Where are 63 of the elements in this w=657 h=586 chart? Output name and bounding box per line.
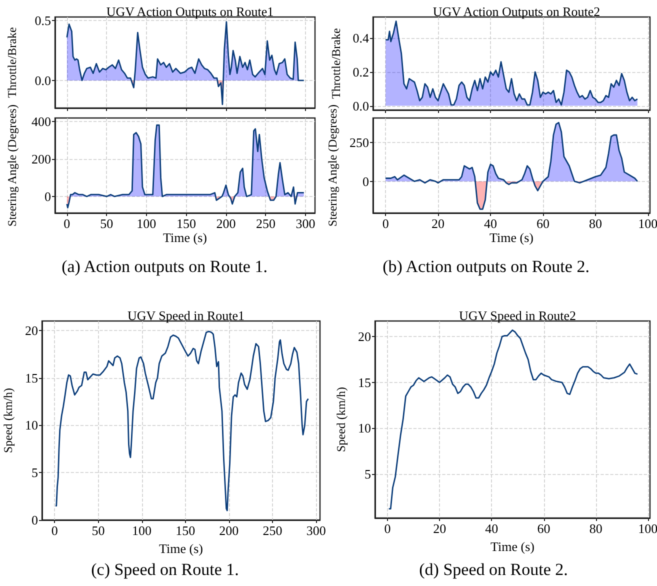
y-tick-label: 15 bbox=[358, 374, 371, 390]
x-tick-label: 0 bbox=[382, 216, 389, 231]
y-tick-label: 5 bbox=[32, 465, 38, 480]
x-tick-label: 80 bbox=[589, 521, 602, 536]
text: (a) Action outputs on Route 1. bbox=[62, 257, 268, 276]
x-tick-label: 300 bbox=[306, 523, 326, 538]
y-axis-title: Speed (km/h) bbox=[334, 387, 348, 452]
x-tick-label: 20 bbox=[433, 521, 446, 536]
y-tick-label: 20 bbox=[358, 329, 371, 344]
x-tick-label: 250 bbox=[256, 216, 276, 231]
x-tick-label: 100 bbox=[638, 521, 657, 536]
text: (b) Action outputs on Route 2. bbox=[382, 257, 590, 276]
y-tick-label: 20 bbox=[25, 322, 38, 338]
y-tick-label: 0.0 bbox=[352, 98, 369, 114]
x-tick-label: 0 bbox=[64, 216, 70, 231]
y-tick-label: 200 bbox=[32, 151, 51, 166]
x-tick-label: 250 bbox=[262, 523, 282, 538]
x-tick-label: 60 bbox=[537, 521, 550, 536]
y-axis-title: Throttle/Brake bbox=[328, 28, 343, 99]
y-axis-title: Steering Angle (Degrees) bbox=[5, 104, 19, 226]
chart-title: UGV Speed in Route1 bbox=[127, 308, 245, 323]
y-tick-label: 0.5 bbox=[34, 13, 51, 28]
y-axis-title: Speed (km/h) bbox=[1, 388, 16, 453]
x-tick-label: 0 bbox=[384, 521, 391, 536]
x-axis-title: Time (s) bbox=[490, 230, 534, 245]
x-tick-label: 150 bbox=[176, 216, 196, 231]
chart-title: UGV Action Outputs on Route2 bbox=[432, 4, 600, 19]
line-series bbox=[54, 330, 309, 512]
x-tick-label: 60 bbox=[536, 216, 550, 231]
x-tick-label: 50 bbox=[92, 523, 105, 538]
x-tick-label: 150 bbox=[176, 523, 196, 538]
y-tick-label: 0.2 bbox=[352, 64, 369, 80]
line-series bbox=[388, 329, 638, 510]
x-axis-title: Time (s) bbox=[159, 540, 203, 556]
y-tick-label: 400 bbox=[32, 114, 51, 129]
x-tick-label: 300 bbox=[296, 216, 316, 231]
x-tick-label: 40 bbox=[485, 521, 498, 536]
chart-title: UGV Action Outputs on Route1 bbox=[106, 4, 274, 19]
x-tick-label: 100 bbox=[132, 523, 152, 538]
y-axis-title: Steering Angle (Degrees) bbox=[326, 104, 340, 226]
y-tick-label: 0.4 bbox=[352, 30, 370, 46]
x-tick-label: 100 bbox=[136, 216, 156, 231]
y-tick-label: 250 bbox=[350, 135, 369, 150]
x-tick-label: 50 bbox=[100, 216, 114, 231]
x-axis-title: Time (s) bbox=[163, 230, 207, 245]
y-tick-label: 10 bbox=[358, 420, 371, 436]
y-tick-label: 0 bbox=[44, 188, 51, 204]
y-tick-label: 0.0 bbox=[34, 72, 51, 88]
x-tick-label: 200 bbox=[216, 216, 236, 231]
x-tick-label: 80 bbox=[588, 216, 602, 231]
y-tick-label: 0 bbox=[362, 174, 369, 189]
x-axis-title: Time (s) bbox=[490, 538, 534, 554]
chart-title: UGV Speed in Route2 bbox=[458, 308, 576, 323]
x-tick-label: 20 bbox=[432, 216, 445, 231]
y-tick-label: 5 bbox=[364, 466, 371, 482]
x-tick-label: 200 bbox=[219, 523, 239, 538]
x-tick-label: 40 bbox=[484, 216, 498, 231]
y-tick-label: 10 bbox=[25, 418, 38, 433]
y-tick-label: 15 bbox=[25, 370, 38, 386]
text: (c) Speed on Route 1. bbox=[91, 560, 239, 579]
x-tick-label: 100 bbox=[638, 216, 657, 231]
y-axis-title: Throttle/Brake bbox=[5, 27, 19, 98]
text: (d) Speed on Route 2. bbox=[419, 560, 568, 579]
